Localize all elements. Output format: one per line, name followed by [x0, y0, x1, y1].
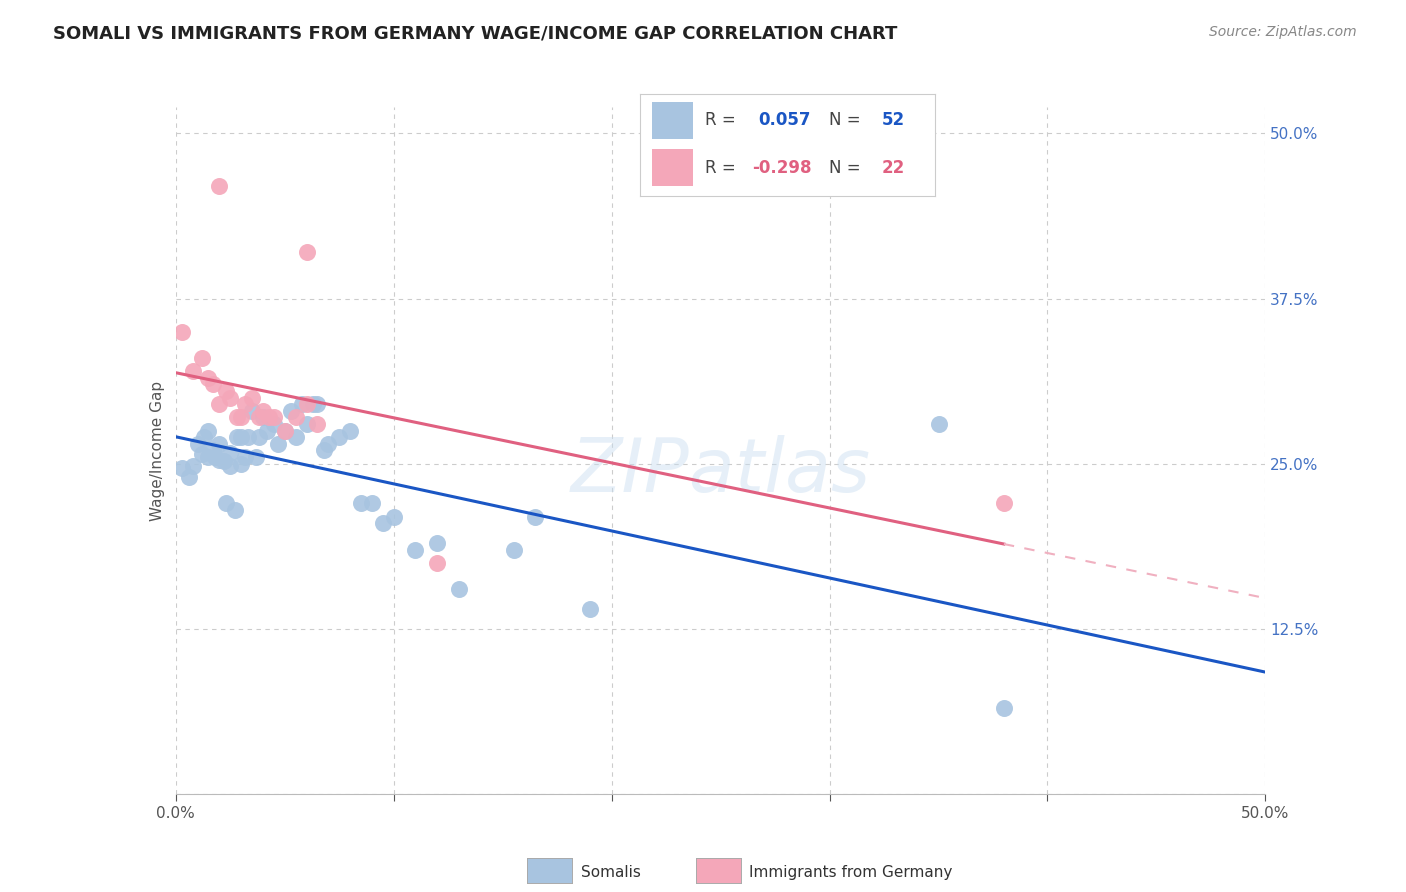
Point — [295, 245, 318, 260]
Point — [191, 447, 214, 461]
Point — [236, 430, 259, 444]
Point — [208, 437, 231, 451]
Point — [274, 424, 297, 438]
Point — [197, 424, 219, 438]
Point — [231, 410, 253, 425]
Bar — [651, 102, 693, 139]
Text: 0.057: 0.057 — [758, 112, 810, 129]
Text: 22: 22 — [882, 159, 905, 177]
Point — [405, 542, 427, 557]
Text: ZIPatlas: ZIPatlas — [571, 435, 870, 507]
Point — [177, 470, 200, 484]
Text: Source: ZipAtlas.com: Source: ZipAtlas.com — [1209, 25, 1357, 39]
Point — [274, 424, 297, 438]
Point — [267, 437, 290, 451]
Point — [382, 509, 405, 524]
Point — [240, 391, 263, 405]
Point — [181, 364, 204, 378]
Text: SOMALI VS IMMIGRANTS FROM GERMANY WAGE/INCOME GAP CORRELATION CHART: SOMALI VS IMMIGRANTS FROM GERMANY WAGE/I… — [53, 25, 898, 43]
Text: R =: R = — [704, 159, 735, 177]
Point — [284, 430, 307, 444]
Point — [350, 496, 373, 510]
Text: R =: R = — [704, 112, 735, 129]
Point — [295, 417, 318, 431]
Point — [201, 443, 224, 458]
Point — [231, 457, 253, 471]
Point — [219, 459, 242, 474]
Text: N =: N = — [828, 112, 860, 129]
Point — [212, 454, 235, 468]
Point — [247, 410, 270, 425]
Point — [235, 450, 257, 464]
Point — [312, 443, 335, 458]
Bar — [651, 149, 693, 186]
Point — [295, 397, 318, 411]
Point — [280, 404, 302, 418]
Point — [371, 516, 394, 530]
Point — [204, 450, 226, 464]
Point — [502, 542, 524, 557]
Point — [993, 496, 1015, 510]
Point — [245, 450, 267, 464]
Text: Somalis: Somalis — [581, 865, 641, 880]
Point — [263, 417, 285, 431]
Point — [208, 397, 231, 411]
Point — [928, 417, 950, 431]
Point — [240, 404, 263, 418]
Point — [215, 384, 238, 398]
Point — [208, 179, 231, 194]
Point — [307, 397, 329, 411]
Point — [191, 351, 214, 365]
Point — [284, 410, 307, 425]
Point — [172, 460, 194, 475]
Point — [235, 397, 257, 411]
Point — [426, 536, 449, 550]
Point — [447, 582, 470, 596]
Point — [186, 437, 209, 451]
Point — [263, 410, 285, 425]
Point — [302, 397, 325, 411]
Point — [252, 410, 274, 425]
Y-axis label: Wage/Income Gap: Wage/Income Gap — [149, 380, 165, 521]
Point — [231, 430, 253, 444]
Point — [291, 397, 314, 411]
Point — [208, 452, 231, 467]
Text: Immigrants from Germany: Immigrants from Germany — [749, 865, 953, 880]
Point — [225, 430, 247, 444]
Point — [256, 424, 278, 438]
Point — [219, 391, 242, 405]
Point — [360, 496, 382, 510]
Point — [215, 496, 238, 510]
Text: N =: N = — [828, 159, 860, 177]
Point — [181, 459, 204, 474]
Point — [339, 424, 361, 438]
Point — [993, 701, 1015, 715]
Point — [252, 404, 274, 418]
Point — [426, 556, 449, 570]
Point — [224, 503, 246, 517]
Point — [259, 410, 281, 425]
Point — [193, 430, 215, 444]
Point — [318, 437, 340, 451]
Text: -0.298: -0.298 — [752, 159, 811, 177]
Point — [579, 602, 602, 616]
Point — [307, 417, 329, 431]
Point — [225, 410, 247, 425]
Point — [524, 509, 547, 524]
Text: 52: 52 — [882, 112, 905, 129]
Point — [197, 371, 219, 385]
Point — [328, 430, 350, 444]
Point — [172, 325, 194, 339]
Point — [247, 430, 270, 444]
Point — [201, 377, 224, 392]
Point — [197, 450, 219, 464]
Point — [219, 446, 242, 460]
